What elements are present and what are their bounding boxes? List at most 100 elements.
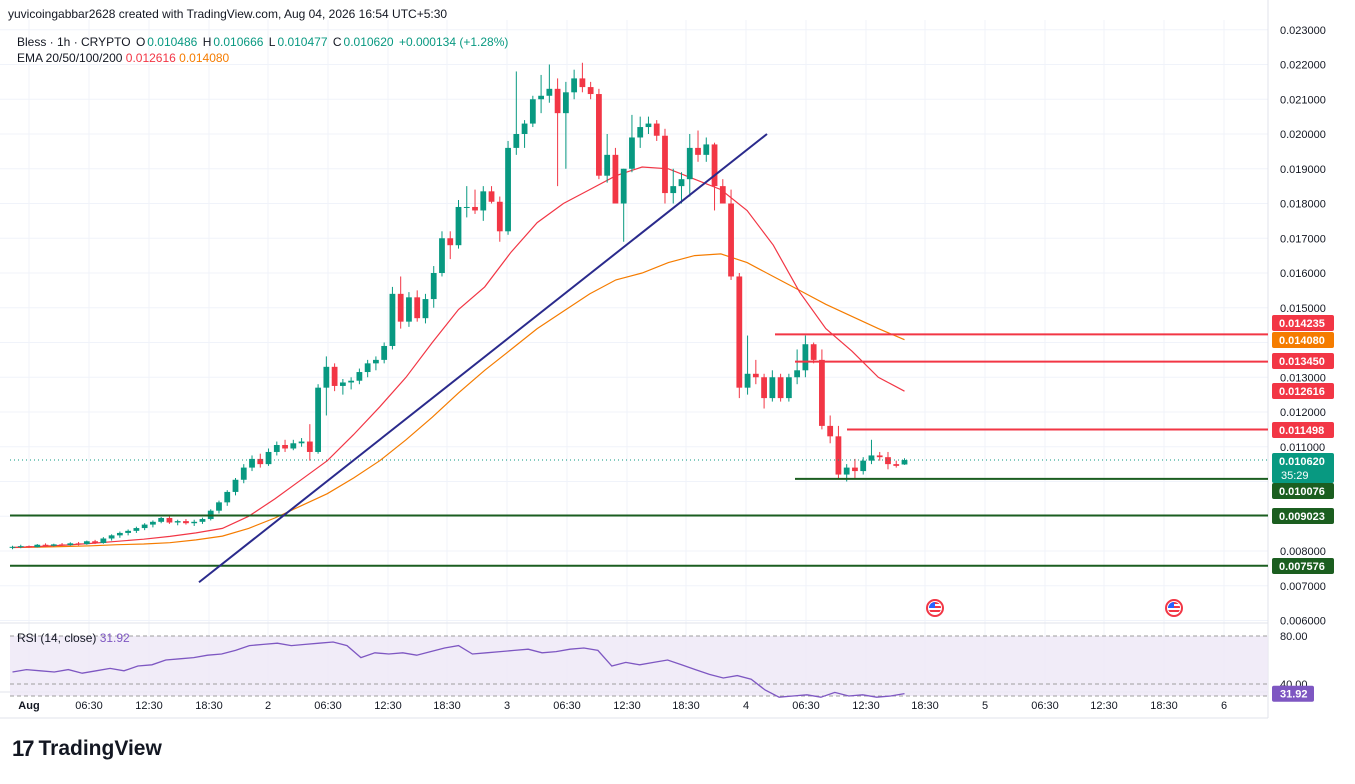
price-tick-label: 0.019000 xyxy=(1280,164,1326,176)
us-flag-event-icon[interactable] xyxy=(1165,599,1183,617)
price-badge xyxy=(1272,332,1334,348)
price-axis: 0.023000 0.022000 0.021000 0.020000 0.019000… xyxy=(1272,25,1326,702)
symbol-name[interactable]: Bless · 1h · CRYPTO xyxy=(17,35,131,49)
candle xyxy=(885,451,891,470)
time-tick-label: 06:30 xyxy=(553,700,581,712)
tradingview-logo[interactable]: 17 TradingView xyxy=(12,736,162,762)
candle xyxy=(216,500,222,514)
time-tick-label: 18:30 xyxy=(1150,700,1178,712)
candle xyxy=(513,71,520,155)
candle-body xyxy=(191,521,198,524)
candle xyxy=(67,542,74,546)
candle xyxy=(133,526,140,533)
candle xyxy=(769,370,776,402)
ema50-value: 0.014080 xyxy=(179,51,230,65)
candle-body xyxy=(9,546,16,548)
candle-body xyxy=(42,544,49,546)
price-badge xyxy=(1272,508,1334,524)
price-badge xyxy=(1272,315,1334,331)
candle-body xyxy=(868,455,875,461)
time-tick-label: 06:30 xyxy=(314,700,342,712)
candle xyxy=(50,543,57,547)
candles xyxy=(9,62,908,550)
candle xyxy=(116,531,123,538)
candle xyxy=(876,451,883,461)
candle xyxy=(521,120,528,148)
candle xyxy=(59,543,65,546)
candle xyxy=(860,457,867,475)
candle xyxy=(447,231,454,260)
ema-legend[interactable]: EMA 20/50/100/200 0.012616 0.014080 xyxy=(17,51,229,65)
candle-body xyxy=(389,293,396,346)
candle xyxy=(670,168,677,204)
candle-body xyxy=(141,524,148,529)
candle-body xyxy=(232,479,239,492)
candle-body xyxy=(620,168,627,204)
candle-body xyxy=(819,359,825,426)
candle xyxy=(150,520,156,528)
candle-body xyxy=(240,467,247,480)
candle xyxy=(232,478,239,496)
candle-body xyxy=(414,297,421,319)
rsi-value-badge xyxy=(1272,685,1314,702)
low-value: 0.010477 xyxy=(277,35,328,49)
price-badge xyxy=(1272,383,1334,399)
candle xyxy=(265,448,272,466)
candle xyxy=(455,200,462,249)
candle xyxy=(26,545,32,548)
candle xyxy=(686,134,693,197)
candle-body xyxy=(645,123,652,128)
candle xyxy=(637,116,644,148)
candle xyxy=(496,196,503,242)
ohlc-legend[interactable]: Bless · 1h · CRYPTO O 0.010486 H 0.010666 … xyxy=(17,35,510,49)
candle xyxy=(802,335,809,378)
price-tick-label: 0.013000 xyxy=(1280,372,1326,384)
candle xyxy=(736,273,743,399)
candle-body xyxy=(571,78,578,93)
close-label: C xyxy=(332,35,342,49)
price-tick-label: 0.007000 xyxy=(1280,581,1326,593)
candle xyxy=(199,517,206,524)
candle xyxy=(339,378,346,395)
price-badge-label: 0.011498 xyxy=(1279,425,1324,437)
candle xyxy=(810,342,817,364)
candle-body xyxy=(480,191,487,211)
candle xyxy=(224,490,231,506)
candle-body xyxy=(339,382,346,386)
price-badge xyxy=(1272,558,1334,574)
ema50-line xyxy=(12,253,905,549)
grid xyxy=(0,0,1269,719)
candle-body xyxy=(133,528,140,531)
candle-body xyxy=(695,147,701,155)
candle-body xyxy=(521,123,528,134)
low-label: L xyxy=(268,35,276,49)
candle xyxy=(430,266,437,308)
price-tick-label: 0.016000 xyxy=(1280,268,1326,280)
candle-body xyxy=(802,344,809,371)
candle xyxy=(827,415,834,444)
rsi-legend-value: 31.92 xyxy=(99,631,130,645)
time-tick-label: 12:30 xyxy=(613,700,641,712)
countdown-label: 35:29 xyxy=(1281,470,1309,482)
time-tick-label: Aug xyxy=(18,700,39,712)
candle-body xyxy=(843,467,850,475)
candle-body xyxy=(150,521,156,525)
rsi-line xyxy=(12,641,905,698)
price-tick-label: 0.023000 xyxy=(1280,25,1326,37)
trendline xyxy=(198,133,768,584)
candle xyxy=(728,189,734,280)
candle-body xyxy=(810,344,817,360)
candle-body xyxy=(777,377,784,399)
candle xyxy=(480,186,487,221)
candle-body xyxy=(579,78,586,88)
price-tick-label: 0.021000 xyxy=(1280,94,1326,106)
rsi-legend[interactable]: RSI (14, close) 31.92 xyxy=(17,631,130,645)
candle-body xyxy=(686,147,693,180)
candle-body xyxy=(496,201,503,232)
candle xyxy=(819,349,825,430)
candle xyxy=(761,373,767,409)
us-flag-event-icon[interactable] xyxy=(926,599,944,617)
candle-body xyxy=(108,535,115,539)
